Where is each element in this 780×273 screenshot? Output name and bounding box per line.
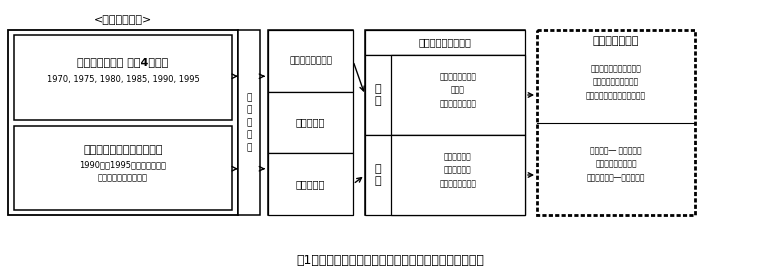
Bar xyxy=(365,55,525,135)
Bar xyxy=(537,30,695,215)
Bar xyxy=(391,55,525,135)
Text: 集落データ: 集落データ xyxy=(296,117,325,127)
Text: 分析システム―総計情報部: 分析システム―総計情報部 xyxy=(587,173,645,182)
Text: 農家構造変動予測: 農家構造変動予測 xyxy=(439,180,477,188)
Text: 1990年と1995年の全国全農家: 1990年と1995年の全国全農家 xyxy=(80,160,166,169)
Text: 総計情報部　地域農式: 総計情報部 地域農式 xyxy=(593,78,639,87)
Bar xyxy=(365,135,525,215)
Bar xyxy=(14,35,232,120)
Text: 詳細実態解析: 詳細実態解析 xyxy=(444,153,472,162)
Text: （総務省の使用許可）: （総務省の使用許可） xyxy=(98,173,148,182)
Text: 地域農式　関連学会: 地域農式 関連学会 xyxy=(595,159,636,168)
Text: 集落農業持続可能: 集落農業持続可能 xyxy=(439,73,477,82)
Text: 1970, 1975, 1980, 1985, 1990, 1995: 1970, 1975, 1980, 1985, 1990, 1995 xyxy=(47,75,200,84)
Text: 統
計
情
報
部: 統 計 情 報 部 xyxy=(246,93,252,152)
Bar xyxy=(268,92,353,153)
Bar xyxy=(268,153,353,215)
Text: 性分析: 性分析 xyxy=(451,85,465,94)
Text: パソコン上で利用: パソコン上で利用 xyxy=(289,56,332,65)
Bar xyxy=(391,135,525,215)
Text: 農家データ: 農家データ xyxy=(296,179,325,189)
Bar xyxy=(14,126,232,210)
Bar xyxy=(268,30,353,92)
Text: 分析情報と分析システム: 分析情報と分析システム xyxy=(590,65,641,74)
Text: 分析システムの開発: 分析システムの開発 xyxy=(419,37,471,48)
Text: 農
家: 農 家 xyxy=(374,164,381,186)
Bar xyxy=(8,30,238,215)
Text: 公立研究機関と普及センター: 公立研究機関と普及センター xyxy=(586,92,646,101)
Text: 農林業センサス個票データ: 農林業センサス個票データ xyxy=(83,145,163,155)
Text: 農家類型予測: 農家類型予測 xyxy=(444,165,472,174)
Text: 集落構造変動予測: 集落構造変動予測 xyxy=(439,99,477,108)
Text: 図1　開発した地域農業構造分析・予測システムの概要: 図1 開発した地域農業構造分析・予測システムの概要 xyxy=(296,254,484,266)
Text: 集
落: 集 落 xyxy=(374,84,381,106)
Bar xyxy=(365,30,525,215)
Text: <提供原データ>: <提供原データ> xyxy=(94,15,152,25)
Bar xyxy=(365,30,525,55)
Text: 分析情報― 総計情報部: 分析情報― 総計情報部 xyxy=(590,146,642,155)
Text: 研究成果の普及: 研究成果の普及 xyxy=(593,36,639,46)
Bar xyxy=(268,30,353,215)
Text: 農業集落カード 全国4万集落: 農業集落カード 全国4万集落 xyxy=(77,57,168,67)
Bar xyxy=(238,30,260,215)
